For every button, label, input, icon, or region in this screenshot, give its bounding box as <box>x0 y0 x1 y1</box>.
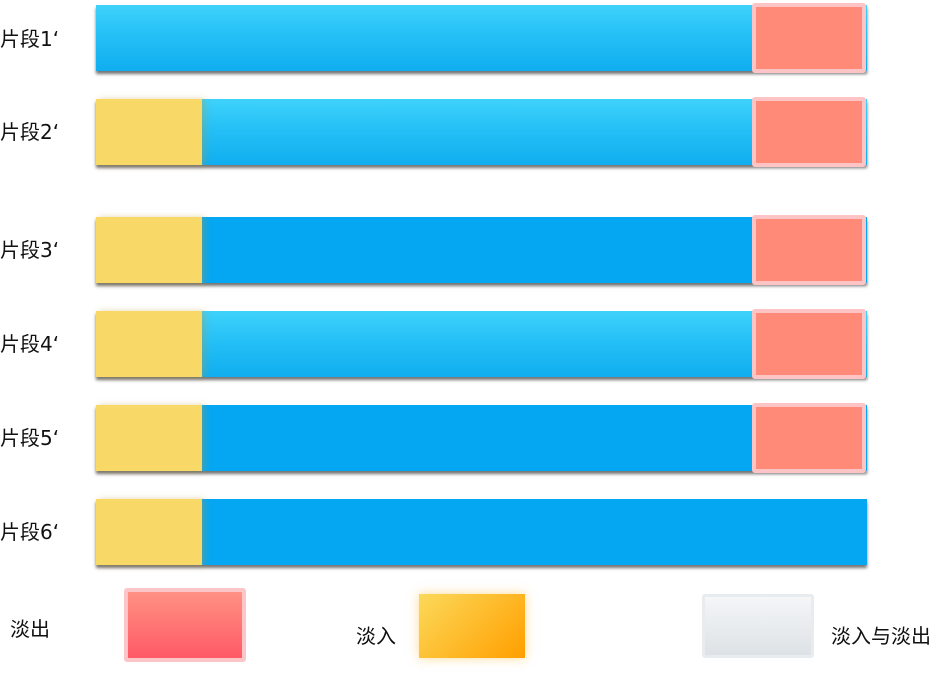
fade-in-block <box>96 311 202 377</box>
segment-track <box>96 3 867 73</box>
fade-in-block <box>96 217 202 283</box>
legend-fade-in-swatch <box>419 594 525 658</box>
fade-in-block <box>96 405 202 471</box>
legend-fade-out-swatch <box>124 588 246 662</box>
fade-in-block <box>96 99 202 165</box>
legend-fade-out-label: 淡出 <box>10 617 50 641</box>
legend-fade-in-and-out-label: 淡入与淡出 <box>831 624 931 648</box>
fade-out-block <box>752 215 866 285</box>
fade-out-block <box>752 309 866 379</box>
segment-track <box>96 309 867 379</box>
legend-fade-in-label: 淡入 <box>356 624 396 648</box>
segment-track <box>96 215 867 285</box>
segment-track <box>96 499 867 565</box>
segment-label: 片段4‘ <box>0 332 60 356</box>
segment-label: 片段2‘ <box>0 120 60 144</box>
legend-fade-in-and-out-swatch <box>702 594 814 658</box>
fade-in-block <box>96 499 202 565</box>
fade-out-block <box>752 403 866 473</box>
segment-label: 片段6‘ <box>0 520 60 544</box>
fade-out-block <box>752 3 866 73</box>
segment-track <box>96 97 867 167</box>
segment-label: 片段1‘ <box>0 27 60 51</box>
fade-out-block <box>752 97 866 167</box>
segment-label: 片段3‘ <box>0 238 60 262</box>
segment-track <box>96 403 867 473</box>
segment-label: 片段5‘ <box>0 426 60 450</box>
